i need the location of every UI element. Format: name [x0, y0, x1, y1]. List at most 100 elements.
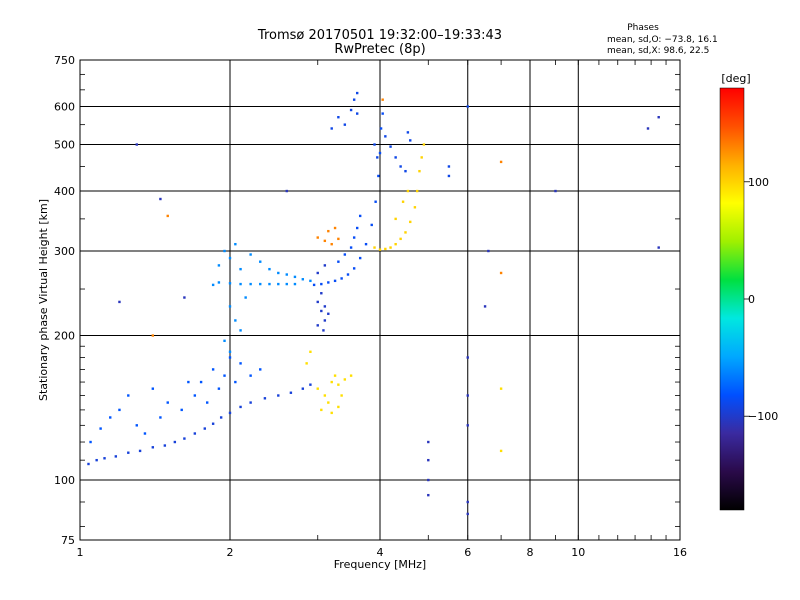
data-point [173, 440, 177, 444]
data-point [166, 214, 169, 218]
data-point [406, 131, 410, 134]
series-o-lower-trace [87, 383, 312, 466]
data-point [427, 493, 430, 497]
data-point [99, 427, 102, 430]
data-point [349, 108, 353, 112]
data-point [109, 416, 112, 419]
data-point [187, 380, 190, 384]
data-point [268, 267, 271, 271]
x-tick-label: 6 [464, 546, 471, 559]
data-point [657, 246, 660, 249]
data-point [239, 267, 242, 271]
chart-subtitle: RwPretec (8p) [334, 42, 425, 57]
data-point [394, 156, 397, 159]
data-point [285, 273, 288, 276]
data-point [159, 416, 162, 419]
data-point [358, 214, 362, 218]
data-point [135, 424, 138, 427]
series-x-trace [373, 143, 426, 251]
data-point [183, 296, 186, 299]
data-point [427, 478, 430, 482]
data-point [337, 116, 340, 119]
data-point [211, 422, 215, 425]
data-point [320, 292, 323, 295]
data-point [320, 408, 323, 412]
data-point [378, 151, 382, 155]
data-point [322, 329, 325, 332]
y-tick-label: 75 [61, 534, 75, 547]
data-point [268, 282, 271, 286]
data-point [95, 458, 98, 462]
data-point [352, 98, 356, 101]
data-point [239, 282, 242, 286]
data-point [151, 387, 155, 390]
data-point [217, 264, 221, 267]
data-point [364, 242, 368, 246]
y-tick-label: 600 [54, 101, 75, 114]
colorbar-ticks: 100 0 −100 [744, 176, 778, 423]
data-point [316, 387, 319, 390]
data-point [466, 500, 469, 504]
series-x-yellow-cluster [305, 350, 503, 453]
series-o-spread-f [316, 264, 330, 332]
data-point [415, 189, 419, 193]
phases-x-stats: mean, sd,X: 98.6, 22.5 [607, 46, 709, 56]
data-point [333, 374, 337, 377]
data-point [333, 279, 337, 283]
data-point [466, 356, 469, 359]
data-point [466, 105, 469, 108]
series-x-orange-clusters [151, 98, 503, 337]
data-point [219, 416, 223, 419]
data-points [87, 91, 660, 516]
x-tick-label: 16 [673, 546, 687, 559]
data-point [340, 277, 343, 280]
data-point [337, 383, 340, 386]
data-point [352, 236, 356, 239]
data-point [259, 282, 262, 286]
data-point [239, 405, 242, 409]
data-point [228, 356, 232, 359]
data-point [309, 350, 312, 353]
data-point [447, 165, 451, 168]
data-point [228, 305, 232, 308]
data-point [249, 282, 252, 286]
data-point [466, 512, 469, 516]
data-point [114, 455, 118, 458]
colorbar [719, 87, 745, 511]
data-point [118, 408, 121, 412]
data-point [293, 282, 297, 286]
data-point [166, 401, 169, 404]
data-point [327, 401, 330, 404]
data-point [466, 394, 469, 397]
data-point [427, 458, 430, 462]
data-point [330, 127, 333, 130]
data-point [223, 374, 226, 377]
series-o-isolated [118, 116, 660, 516]
data-point [127, 394, 130, 397]
data-point [406, 189, 410, 193]
data-point [183, 437, 186, 440]
data-point [223, 339, 226, 343]
data-point [234, 380, 237, 384]
data-point [223, 249, 226, 253]
data-point [244, 296, 247, 299]
data-point [384, 247, 387, 251]
data-point [409, 220, 412, 224]
data-point [330, 380, 333, 384]
data-point [305, 362, 308, 365]
data-point [327, 229, 330, 233]
data-point [333, 226, 337, 230]
data-point [399, 237, 402, 241]
y-tick-label: 400 [54, 185, 75, 198]
data-point [394, 217, 397, 221]
data-point [316, 271, 319, 275]
data-point [234, 242, 237, 246]
data-point [277, 394, 280, 397]
data-point [228, 282, 232, 285]
data-point [554, 189, 557, 193]
data-point [327, 312, 330, 315]
data-point [211, 368, 215, 371]
colorbar-tick-label: −100 [748, 410, 778, 423]
data-point [309, 383, 312, 386]
data-point [330, 242, 333, 246]
